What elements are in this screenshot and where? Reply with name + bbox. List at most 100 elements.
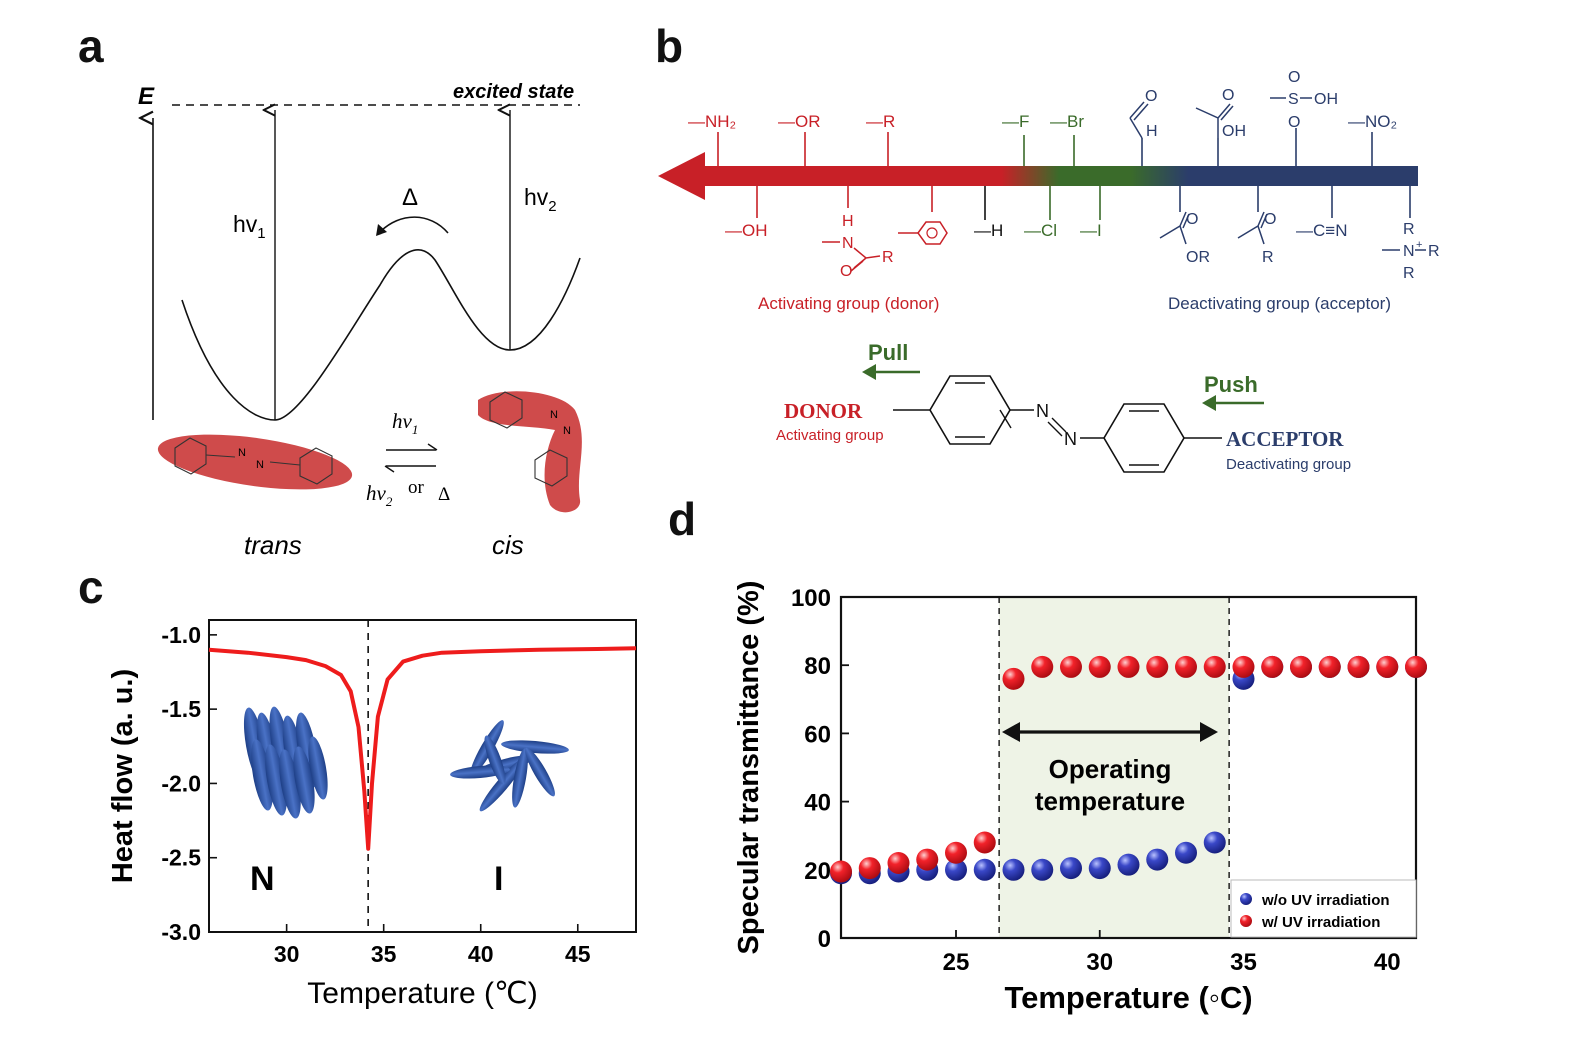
operating-label-line2: temperature (1035, 786, 1185, 816)
svg-text:O: O (1222, 87, 1234, 104)
heat-flow-curve (208, 646, 637, 851)
chart-d-legend: w/o UV irradiation w/ UV irradiation (1230, 879, 1417, 938)
point-with-uv (1060, 655, 1082, 678)
pull-label: Pull (868, 340, 908, 365)
d-x-axis-label: Temperature (◦C) (1004, 980, 1252, 1015)
point-with-uv (1002, 667, 1025, 690)
svg-text:OR: OR (1186, 249, 1210, 266)
azo-N-2: N (1064, 429, 1077, 449)
c-x-tick-label: 35 (371, 941, 397, 967)
c-y-axis-label: Heat flow (a. u.) (107, 669, 139, 883)
panel-label-c: c (78, 561, 104, 613)
svg-text:R: R (882, 249, 894, 266)
point-with-uv (1175, 655, 1197, 678)
trans-ring-2 (299, 447, 333, 485)
point-with-uv (1405, 655, 1427, 678)
isotropic-mesogens (450, 720, 569, 812)
svg-text:R: R (1403, 265, 1415, 282)
point-with-uv (1117, 655, 1140, 678)
group-phenyl (898, 221, 948, 245)
chart-d-frame (839, 595, 1418, 940)
phase-nematic-label: N (250, 860, 275, 898)
eq-delta-label: Δ (438, 484, 450, 505)
point-with-uv (1261, 655, 1284, 678)
azo-N-1: N (1036, 401, 1049, 421)
cis-azobenzene-molecule: N N (478, 391, 582, 513)
phase-isotropic-label: I (494, 860, 503, 898)
operating-label-line1: Operating (1049, 754, 1172, 784)
svg-text:S: S (1288, 91, 1299, 108)
point-with-uv (1088, 655, 1111, 678)
d-x-tick-label: 30 (1086, 949, 1113, 976)
cis-ring-2 (534, 449, 568, 487)
legend-marker-with-uv (1240, 915, 1252, 927)
trans-ring-1 (174, 437, 207, 475)
point-with-uv (1232, 655, 1255, 678)
donor-subtitle: Activating group (776, 427, 884, 444)
excited-state-label: excited state (453, 81, 574, 103)
point-with-uv (830, 860, 852, 883)
point-with-uv (1290, 655, 1312, 678)
point-with-uv (1376, 655, 1399, 678)
cis-molecule-shape (478, 391, 582, 513)
thermal-relaxation-arrow (379, 216, 449, 234)
c-y-tick-label: -2.5 (161, 845, 201, 871)
cis-N-2: N (563, 425, 571, 437)
cis-N-1: N (550, 409, 558, 421)
c-y-tick-label: -1.0 (161, 622, 201, 648)
group-nitrile: —C≡N (1296, 221, 1347, 240)
svg-text:H: H (1146, 123, 1158, 140)
group-carboxylic-acid: O OH (1195, 87, 1246, 140)
point-without-uv (1031, 858, 1054, 881)
trans-N-1: N (238, 447, 246, 459)
d-y-tick-label: 100 (791, 585, 831, 612)
energy-label: E (138, 83, 155, 110)
svg-text:+: + (1416, 239, 1422, 251)
group-aldehyde: O H (1129, 88, 1158, 140)
point-with-uv (945, 841, 967, 864)
acceptor-label: ACCEPTOR (1226, 427, 1344, 451)
svg-text:OH: OH (1314, 91, 1338, 108)
trans-azobenzene-molecule: N N (157, 434, 353, 490)
c-x-axis-label: Temperature (℃) (307, 977, 537, 1010)
d-y-tick-label: 60 (804, 721, 831, 748)
point-without-uv (1060, 857, 1082, 880)
group-amide: H N O R (822, 213, 894, 280)
point-without-uv (1117, 853, 1140, 876)
panel-label-d: d (668, 493, 696, 545)
legend-marker-without-uv (1240, 893, 1252, 905)
c-y-tick-label: -3.0 (161, 919, 201, 945)
d-y-axis-label: Specular transmittance (%) (733, 581, 765, 955)
deactivating-caption: Deactivating group (acceptor) (1168, 294, 1391, 313)
point-with-uv (1031, 655, 1054, 678)
panel-b-substituent-scale: —NH₂ —OR —R —F —Br O H O OH O S OH O —NO… (658, 69, 1440, 473)
donor-label: DONOR (784, 399, 863, 423)
d-y-tick-label: 0 (818, 926, 831, 953)
svg-text:R: R (1262, 249, 1274, 266)
legend-label-with-uv: w/ UV irradiation (1261, 914, 1380, 931)
svg-text:O: O (1145, 88, 1157, 105)
azobenzene-ring-left (929, 375, 1012, 445)
d-x-tick-label: 25 (943, 949, 970, 976)
activating-caption: Activating group (donor) (758, 294, 939, 313)
point-with-uv (1347, 655, 1370, 678)
trans-molecule-shape (157, 434, 353, 490)
c-x-tick-label: 45 (565, 941, 591, 967)
d-x-tick-label: 35 (1230, 949, 1257, 976)
delta-label: Δ (402, 184, 418, 211)
chart-d-points (830, 655, 1427, 885)
d-y-tick-label: 40 (804, 790, 831, 817)
trans-N-2: N (256, 459, 264, 471)
point-with-uv (916, 848, 939, 871)
svg-text:O: O (840, 263, 852, 280)
eq-or-label: or (408, 477, 425, 498)
svg-text:O: O (1288, 69, 1300, 86)
group-F: —F (1002, 112, 1029, 131)
chart-d-ticks: 25 30 35 40 0 20 40 60 80 100 Temperature (◦C) Spec… (733, 581, 1401, 1015)
trans-label: trans (244, 530, 302, 560)
point-with-uv (1318, 655, 1341, 678)
point-with-uv (887, 851, 910, 874)
group-Br: —Br (1050, 112, 1084, 131)
thermal-arrow-head (376, 224, 387, 236)
